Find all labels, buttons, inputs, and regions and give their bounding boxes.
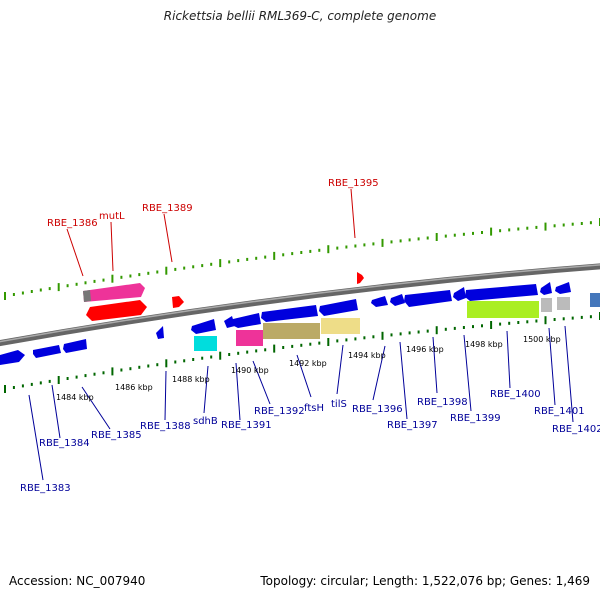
feature-rbe1398[interactable] (404, 290, 452, 307)
feature-rbe1385[interactable] (63, 339, 87, 353)
feature-rna-grey-2[interactable] (557, 297, 570, 310)
kbp-1496: 1496 kbp (406, 345, 444, 354)
forward-tick-row (4, 218, 600, 300)
feature-tils[interactable] (321, 318, 360, 334)
label-rbe1397[interactable]: RBE_1397 (387, 420, 438, 431)
feature-rbe1402[interactable] (555, 282, 571, 294)
label-rbe1389[interactable]: RBE_1389 (142, 203, 193, 214)
label-rbe1388[interactable]: RBE_1388 (140, 421, 191, 432)
feature-rbe1396[interactable] (371, 296, 388, 307)
feature-rbe1392[interactable] (261, 305, 318, 322)
reverse-connectors (28, 325, 574, 481)
forward-labels: RBE_1386 mutL RBE_1389 RBE_1395 (47, 178, 379, 229)
reverse-tick-row (4, 312, 600, 393)
scale-labels: 1484 kbp 1486 kbp 1488 kbp 1490 kbp 1492… (56, 335, 561, 402)
forward-features (83, 272, 364, 321)
genome-summary: Topology: circular; Length: 1,522,076 bp… (260, 574, 590, 588)
feature-ftsh[interactable] (263, 323, 320, 339)
feature-rbe1400[interactable] (465, 284, 538, 301)
feature-rbe1386-start (83, 290, 91, 302)
label-rbe1396[interactable]: RBE_1396 (352, 404, 403, 415)
label-rbe1386[interactable]: RBE_1386 (47, 218, 98, 229)
feature-rbe1384[interactable] (33, 345, 61, 358)
feature-rna-steel[interactable] (590, 293, 600, 307)
feature-rbe1383[interactable] (0, 350, 25, 365)
feature-rbe1388[interactable] (156, 326, 164, 339)
label-rbe1392[interactable]: RBE_1392 (254, 406, 305, 417)
genome-backbone (0, 263, 600, 347)
accession-label: Accession: NC_007940 (9, 574, 146, 588)
kbp-1488: 1488 kbp (172, 375, 210, 384)
map-title: Rickettsia bellii RML369-C, complete gen… (163, 9, 437, 23)
forward-connectors (66, 188, 356, 277)
label-rbe1385[interactable]: RBE_1385 (91, 430, 142, 441)
feature-rbe1401[interactable] (540, 282, 552, 295)
feature-rbe1391[interactable] (232, 313, 261, 328)
feature-sdhb[interactable] (194, 336, 217, 351)
label-rbe1399[interactable]: RBE_1399 (450, 413, 501, 424)
label-rbe1383[interactable]: RBE_1383 (20, 483, 71, 494)
feature-rbe1390[interactable] (191, 319, 216, 334)
feature-mutl[interactable] (86, 300, 147, 321)
label-rbe1391[interactable]: RBE_1391 (221, 420, 272, 431)
kbp-1498: 1498 kbp (465, 340, 503, 349)
genome-backbone-highlight (0, 264, 600, 343)
label-rbe1402[interactable]: RBE_1402 (552, 424, 600, 435)
feature-rbe1386[interactable] (83, 283, 145, 302)
label-mutl[interactable]: mutL (99, 211, 125, 222)
kbp-1500: 1500 kbp (523, 335, 561, 344)
label-ftsh[interactable]: ftsH (304, 403, 324, 414)
reverse-features (0, 282, 600, 365)
feature-rna-grey-1[interactable] (541, 298, 552, 312)
feature-rbe1395[interactable] (357, 272, 364, 284)
label-tils[interactable]: tilS (331, 399, 347, 410)
label-rbe1395[interactable]: RBE_1395 (328, 178, 379, 189)
label-sdhb[interactable]: sdhB (193, 416, 218, 427)
feature-rna-pink[interactable] (236, 330, 263, 346)
kbp-1492: 1492 kbp (289, 359, 327, 368)
feature-rbe1399[interactable] (453, 287, 466, 301)
feature-rbe1389[interactable] (172, 296, 184, 308)
kbp-1490: 1490 kbp (231, 366, 269, 375)
kbp-1484: 1484 kbp (56, 393, 94, 402)
label-rbe1401[interactable]: RBE_1401 (534, 406, 585, 417)
kbp-1494: 1494 kbp (348, 351, 386, 360)
reverse-labels: RBE_1383 RBE_1384 RBE_1385 RBE_1388 sdhB… (20, 389, 600, 494)
kbp-1486: 1486 kbp (115, 383, 153, 392)
label-rbe1398[interactable]: RBE_1398 (417, 397, 468, 408)
label-rbe1400[interactable]: RBE_1400 (490, 389, 541, 400)
feature-rbe1397[interactable] (390, 294, 405, 306)
feature-rna-lime[interactable] (467, 301, 539, 318)
label-rbe1384[interactable]: RBE_1384 (39, 438, 90, 449)
feature-rbe1394[interactable] (319, 299, 358, 316)
